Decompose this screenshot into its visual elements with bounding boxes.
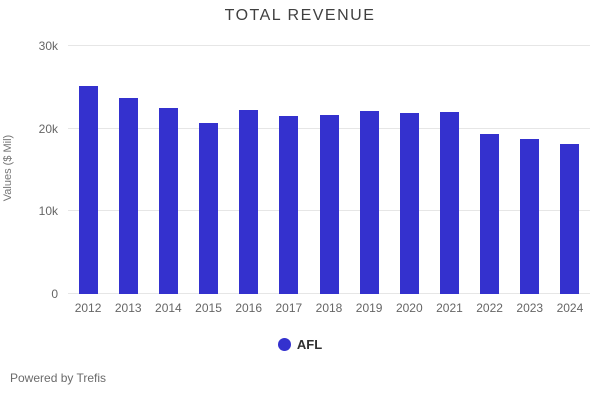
x-tick-label-2017: 2017 (275, 301, 303, 315)
gridline-30k (68, 45, 590, 46)
y-tick-label-30k: 30k (38, 39, 58, 53)
powered-by-trefis: Powered by Trefis (10, 371, 107, 385)
bar-2022[interactable] (480, 134, 500, 294)
legend-marker-icon (277, 337, 291, 351)
y-tick-label-10k: 10k (38, 204, 58, 219)
legend-label: AFL (296, 336, 323, 352)
bar-2018[interactable] (319, 115, 339, 294)
bar-2024[interactable] (560, 143, 580, 294)
x-tick-label-2012: 2012 (74, 301, 102, 315)
legend-item-afl[interactable]: AFL (0, 336, 600, 352)
bar-2015[interactable] (199, 122, 219, 294)
bar-2012[interactable] (78, 85, 98, 294)
x-tick-label-2018: 2018 (315, 301, 343, 315)
bar-2016[interactable] (239, 109, 259, 294)
x-tick-label-2016: 2016 (235, 301, 263, 315)
x-tick-label-2023: 2023 (516, 301, 544, 315)
y-tick-label-0: 0 (51, 287, 58, 301)
bar-2014[interactable] (158, 108, 178, 294)
bar-2013[interactable] (118, 98, 138, 294)
x-tick-label-2019: 2019 (355, 301, 383, 315)
chart-title: TOTAL REVENUE (224, 7, 376, 24)
x-tick-label-2015: 2015 (195, 301, 222, 315)
x-tick-label-2022: 2022 (476, 301, 503, 315)
bar-2023[interactable] (520, 139, 540, 294)
x-tick-label-2013: 2013 (114, 301, 142, 315)
plot-area (68, 45, 590, 294)
x-tick-label-2014: 2014 (155, 301, 182, 315)
bar-2020[interactable] (399, 112, 419, 294)
x-tick-label-2024: 2024 (556, 301, 584, 315)
x-tick-label-2021: 2021 (436, 301, 463, 315)
bar-2021[interactable] (439, 112, 459, 294)
y-tick-label-20k: 20k (38, 121, 58, 136)
bar-2019[interactable] (359, 111, 379, 294)
bar-2017[interactable] (279, 116, 299, 294)
x-tick-label-2020: 2020 (395, 301, 423, 315)
